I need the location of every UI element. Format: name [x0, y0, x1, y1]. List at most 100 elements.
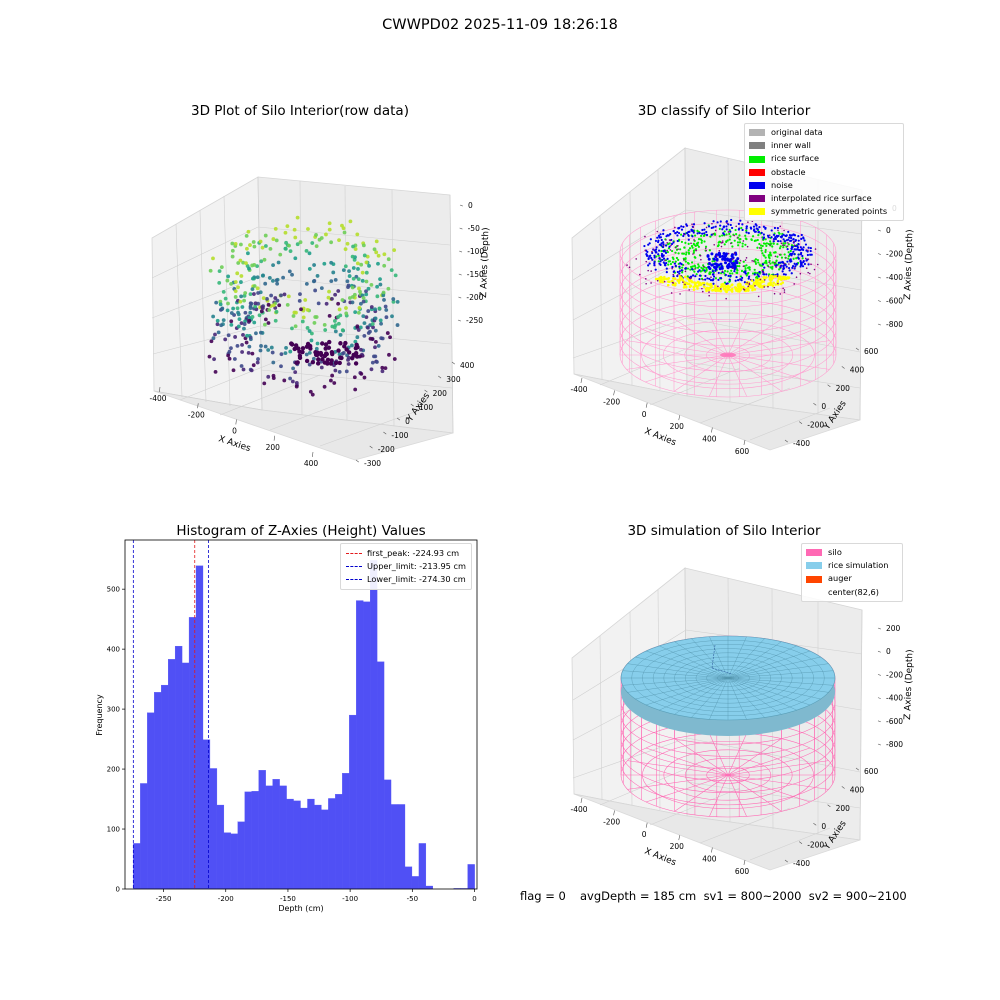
simulation-mesh-spoke	[645, 650, 729, 679]
simulation-mesh-spoke	[635, 656, 729, 679]
raw-scatter-point	[292, 227, 297, 232]
classify-interpolated-point	[799, 272, 802, 275]
classify-noise-point	[645, 254, 649, 257]
classify-rice-point	[744, 237, 747, 240]
classify-rice-point	[790, 244, 794, 247]
classify-noise-point	[739, 219, 742, 222]
simulation-silo-floor-ring	[663, 749, 793, 801]
classify-noise-point	[659, 233, 662, 236]
classify-noise-point	[738, 227, 741, 230]
gridline	[599, 215, 603, 381]
classify-rice-point	[660, 250, 663, 253]
classify-legend-item: inner wall	[749, 139, 899, 152]
raw-3d-plot[interactable]: -400 -200 0 200 400 400 300 200 100 0 -100 -200 -30…	[130, 130, 500, 470]
classify-rice-point	[721, 234, 724, 237]
classify-interpolated-point	[747, 221, 749, 223]
raw-scatter-point	[266, 321, 271, 325]
classify-interpolated-point	[762, 271, 765, 274]
classify-noise-point	[730, 226, 734, 230]
classify-symmetric-point	[753, 288, 757, 291]
classify-noise-point	[705, 233, 709, 237]
raw-z-tick-mark	[457, 319, 461, 322]
raw-scatter-point	[250, 315, 255, 319]
classify-interpolated-point	[768, 234, 771, 236]
classify-rice-point	[690, 261, 694, 264]
raw-scatter-point	[221, 289, 226, 294]
classify-noise-point	[672, 241, 675, 244]
histogram-chart[interactable]: -250 -200 -150 -100 -50 0 0 100 200 300 400 500 Dep…	[88, 530, 488, 920]
classify-legend-label: symmetric generated points	[771, 206, 888, 217]
classify-noise-point	[790, 236, 793, 240]
classify-rice-point	[675, 256, 679, 260]
classify-interpolated-point	[735, 225, 738, 228]
classify-interpolated-point	[666, 241, 669, 244]
classify-interpolated-point	[650, 270, 652, 272]
histogram-bar	[425, 885, 433, 890]
raw-scatter-point	[248, 301, 253, 306]
raw-scatter-point	[362, 321, 367, 326]
classify-interpolated-point	[776, 275, 779, 278]
raw-scatter-point	[305, 326, 310, 330]
raw-scatter-point	[246, 229, 251, 234]
classify-noise-point	[770, 229, 773, 232]
raw-scatter-point	[239, 280, 243, 284]
raw-scatter-point	[315, 274, 320, 278]
simulation-silo-floor-ring	[684, 757, 772, 793]
raw-scatter-point	[358, 289, 362, 294]
raw-z-tick-mark	[459, 250, 463, 253]
classify-plot-title: 3D classify of Silo Interior	[637, 103, 811, 119]
raw-scatter-point	[248, 292, 253, 297]
classify-interpolated-point	[721, 270, 724, 273]
classify-noise-point	[714, 225, 717, 228]
histogram-legend-swatch	[346, 566, 362, 567]
classify-interpolated-point	[777, 229, 779, 232]
classify-rice-point	[674, 251, 677, 254]
simulation-mesh-spoke	[727, 677, 747, 720]
raw-scatter-point	[376, 253, 381, 258]
simulation-silo-floor-spoke	[727, 738, 782, 776]
classify-noise-point	[715, 257, 719, 261]
classify-interpolated-point	[664, 259, 666, 262]
raw-scatter-point	[378, 318, 383, 323]
classify-interpolated-point	[788, 263, 790, 265]
simulation-x-tick-label: -200	[603, 817, 620, 826]
simulation-legend-item: auger	[806, 572, 898, 585]
raw-scatter-point	[239, 364, 244, 368]
classify-symmetric-point	[779, 275, 782, 279]
histogram-y-tick-label: 200	[107, 766, 120, 774]
classify-noise-point	[678, 265, 681, 268]
classify-rice-point	[672, 257, 675, 261]
histogram-x-tick-label: -150	[280, 895, 296, 903]
histogram-bar	[314, 804, 322, 890]
simulation-3d-plot[interactable]: -400 -200 0 200 400 600 600 400 200 0 -200 -400 20…	[560, 550, 930, 890]
classify-interpolated-point	[758, 247, 761, 249]
classify-interpolated-point	[767, 265, 770, 268]
classify-rice-point	[736, 264, 739, 268]
raw-scatter-point	[322, 384, 327, 389]
simulation-legend-swatch	[806, 575, 822, 583]
classify-interpolated-point	[644, 249, 647, 252]
classify-rice-point	[730, 269, 733, 272]
simulation-mesh-spoke	[727, 645, 797, 679]
histogram-bar	[349, 714, 357, 890]
raw-scatter-point	[226, 333, 231, 338]
classify-rice-point	[725, 240, 728, 244]
classify-noise-point	[668, 245, 671, 248]
classify-symmetric-point	[780, 277, 784, 281]
histogram-y-tick-label: 100	[107, 826, 120, 834]
classify-rice-point	[674, 260, 677, 263]
classify-interpolated-point	[739, 259, 742, 262]
histogram-bar	[363, 601, 371, 890]
raw-scatter-point	[384, 315, 389, 320]
raw-z-label: Z Axies (Depth)	[479, 227, 491, 298]
classify-symmetric-point	[702, 281, 706, 285]
classify-rice-point	[733, 239, 736, 242]
classify-interpolated-point	[676, 274, 679, 276]
raw-scatter-point	[296, 346, 301, 351]
raw-scatter-point	[235, 344, 240, 348]
classify-interpolated-point	[783, 289, 786, 291]
classify-rice-point	[691, 246, 694, 249]
classify-noise-point	[776, 240, 780, 243]
simulation-silo-floor-spoke	[727, 774, 747, 817]
footer-stats: avgDepth = 185 cm sv1 = 800~2000 sv2 = 9…	[580, 889, 907, 903]
